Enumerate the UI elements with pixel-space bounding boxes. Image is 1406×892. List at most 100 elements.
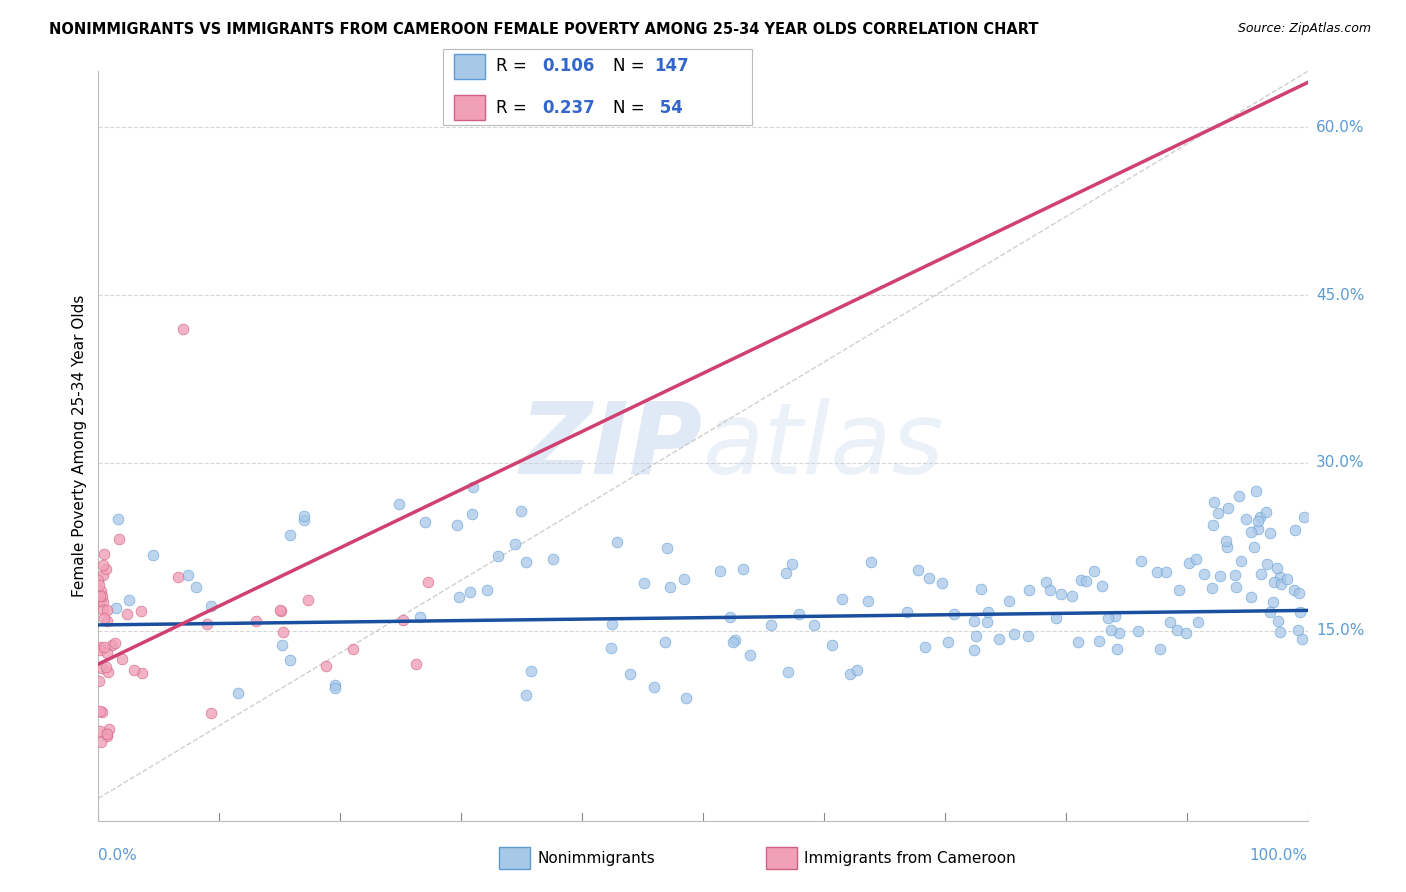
Point xyxy=(315,659,337,673)
Point xyxy=(602,617,624,632)
Point xyxy=(914,640,936,654)
Point xyxy=(93,603,115,617)
Point xyxy=(1270,577,1292,591)
Point xyxy=(93,547,115,561)
Point xyxy=(977,606,1000,620)
Point xyxy=(1247,515,1270,529)
Point xyxy=(643,680,665,694)
Point xyxy=(89,642,111,657)
Point xyxy=(918,571,941,585)
Point xyxy=(1263,595,1285,609)
Point xyxy=(392,614,415,628)
Point xyxy=(93,595,115,609)
Text: Source: ZipAtlas.com: Source: ZipAtlas.com xyxy=(1237,22,1371,36)
Point xyxy=(1227,489,1250,503)
Point xyxy=(963,642,986,657)
Point xyxy=(970,582,993,597)
Point xyxy=(1254,505,1277,519)
Point xyxy=(292,514,315,528)
Point xyxy=(90,705,112,719)
Text: 147: 147 xyxy=(654,57,689,75)
Point xyxy=(94,660,117,674)
Point xyxy=(907,563,929,577)
Point xyxy=(1292,509,1315,524)
Point xyxy=(270,604,292,618)
Point xyxy=(93,640,115,654)
Point xyxy=(599,641,621,656)
Text: atlas: atlas xyxy=(703,398,945,494)
Point xyxy=(200,599,222,614)
Point xyxy=(1129,553,1152,567)
Point xyxy=(228,686,250,700)
Point xyxy=(1247,522,1270,536)
Point xyxy=(1230,554,1253,568)
Point xyxy=(89,578,111,592)
Point xyxy=(619,667,641,681)
Point xyxy=(1225,568,1247,582)
Point xyxy=(998,594,1021,608)
Point xyxy=(1258,526,1281,541)
Point xyxy=(475,582,498,597)
Point xyxy=(118,593,141,607)
Point xyxy=(1267,615,1289,629)
Point xyxy=(515,555,537,569)
Point xyxy=(1185,551,1208,566)
Point xyxy=(90,584,112,599)
Point xyxy=(606,534,628,549)
Text: 54: 54 xyxy=(654,99,683,117)
Point xyxy=(129,605,152,619)
Point xyxy=(195,616,218,631)
Text: 0.0%: 0.0% xyxy=(98,848,138,863)
Point xyxy=(709,564,731,578)
Point xyxy=(738,648,761,663)
Point xyxy=(1216,500,1239,515)
Point xyxy=(1126,624,1149,638)
Text: 0.106: 0.106 xyxy=(543,57,595,75)
Point xyxy=(831,592,853,607)
Point xyxy=(860,555,883,569)
Point xyxy=(278,528,301,542)
Point xyxy=(963,615,986,629)
Point xyxy=(858,594,880,608)
Point xyxy=(803,617,825,632)
Point xyxy=(1282,583,1305,598)
Point xyxy=(515,688,537,702)
Point xyxy=(509,504,531,518)
Point xyxy=(1202,517,1225,532)
Point xyxy=(1035,575,1057,590)
Point xyxy=(943,607,966,621)
Point xyxy=(446,517,468,532)
Point xyxy=(1050,587,1073,601)
Text: 60.0%: 60.0% xyxy=(1316,120,1364,135)
Point xyxy=(659,580,682,594)
Point xyxy=(460,585,482,599)
Point xyxy=(789,607,811,621)
Point xyxy=(1265,561,1288,575)
Point xyxy=(936,635,959,649)
Point xyxy=(633,576,655,591)
Point xyxy=(405,657,427,672)
Point xyxy=(323,678,346,692)
Point xyxy=(91,661,114,675)
Text: 45.0%: 45.0% xyxy=(1316,287,1364,302)
Point xyxy=(449,591,471,605)
Point xyxy=(89,594,111,608)
Point xyxy=(270,638,292,652)
Point xyxy=(1178,556,1201,570)
Point xyxy=(1174,626,1197,640)
Point xyxy=(1216,541,1239,555)
Y-axis label: Female Poverty Among 25-34 Year Olds: Female Poverty Among 25-34 Year Olds xyxy=(72,295,87,597)
Point xyxy=(96,646,118,660)
Point xyxy=(845,663,868,677)
Point xyxy=(1286,623,1309,637)
Point xyxy=(1002,626,1025,640)
Point xyxy=(1104,609,1126,624)
Point xyxy=(461,480,484,494)
Text: R =: R = xyxy=(496,99,533,117)
Point xyxy=(1215,534,1237,549)
Point xyxy=(965,629,987,643)
Point xyxy=(342,642,364,657)
Point xyxy=(731,562,754,576)
Point xyxy=(672,572,695,586)
Point xyxy=(416,575,439,590)
